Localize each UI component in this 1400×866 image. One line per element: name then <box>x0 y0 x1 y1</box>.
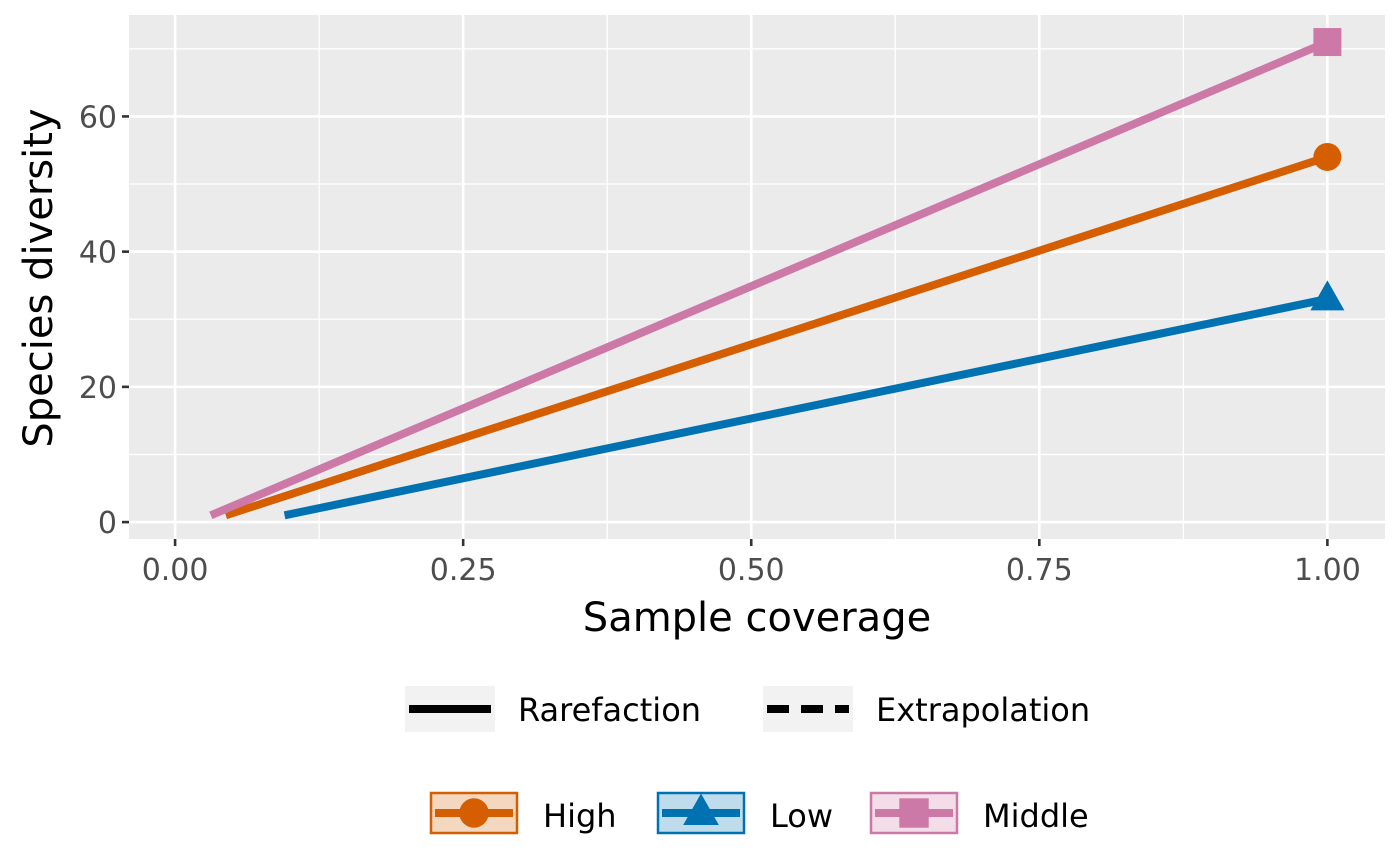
series-line-middle <box>209 38 1329 520</box>
y-tick-label: 60 <box>79 100 117 135</box>
series-markers <box>1310 28 1345 311</box>
grid-major <box>129 15 1385 539</box>
y-tick-label: 20 <box>79 371 117 406</box>
x-tick-label: 0.50 <box>718 553 785 588</box>
legend-label-low: Low <box>770 797 833 835</box>
x-tick-label: 0.75 <box>1006 553 1073 588</box>
series-line-high <box>224 153 1329 520</box>
legend-series: High Low Middle <box>429 791 1089 835</box>
legend-key-marker-low <box>683 793 719 825</box>
x-tick-label: 1.00 <box>1294 553 1361 588</box>
x-axis-title: Sample coverage <box>583 595 931 641</box>
x-tick-label: 0.25 <box>430 553 497 588</box>
x-axis-ticks: 0.00 0.25 0.50 0.75 1.00 <box>142 539 1361 588</box>
series-line-low <box>283 295 1329 520</box>
legend-label-rarefaction: Rarefaction <box>518 691 701 729</box>
legend-label-extrapolation: Extrapolation <box>876 691 1090 729</box>
y-axis-title: Species diversity <box>16 108 62 447</box>
x-tick-label: 0.00 <box>142 553 209 588</box>
y-tick-label: 40 <box>79 236 117 271</box>
legend-label-middle: Middle <box>983 797 1089 835</box>
legend-key-marker-high <box>459 798 489 828</box>
marker-low <box>1310 280 1345 311</box>
marker-high <box>1313 142 1342 171</box>
series-lines <box>209 38 1329 520</box>
y-tick-label: 0 <box>98 506 117 541</box>
y-axis-ticks: 0 20 40 60 <box>79 100 129 541</box>
legend-key-marker-middle <box>899 798 929 828</box>
marker-middle <box>1313 28 1342 57</box>
legend-line-type: Rarefaction Extrapolation <box>405 686 1090 732</box>
legend-label-high: High <box>543 797 617 835</box>
